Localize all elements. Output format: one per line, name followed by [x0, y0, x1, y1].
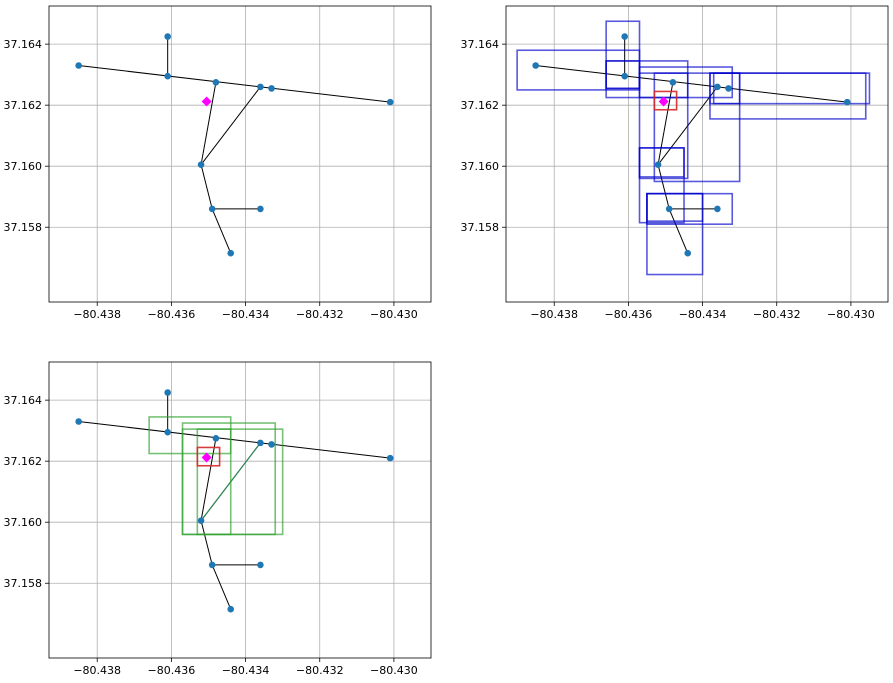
rtree-node-box [638, 147, 685, 224]
road-node [386, 454, 394, 462]
road-node [532, 62, 539, 69]
road-edge [78, 65, 391, 103]
axes-frame [48, 361, 432, 659]
x-tick-label: −80.434 [679, 308, 727, 321]
road-edge [200, 520, 213, 566]
y-tick-label: 37.158 [4, 221, 43, 234]
x-tick-label: −80.434 [222, 308, 270, 321]
road-node [669, 78, 677, 86]
road-node [75, 62, 82, 69]
x-tick-label: −80.434 [222, 664, 270, 677]
road-edge [200, 82, 217, 165]
y-tick-label: 37.160 [461, 160, 500, 173]
road-node [197, 517, 205, 524]
x-tick-label: −80.438 [530, 308, 578, 321]
query-point [201, 96, 212, 107]
road-node [164, 389, 171, 396]
rtree-node-box [646, 192, 704, 276]
query-box [653, 90, 678, 111]
x-tick-label: −80.432 [753, 308, 801, 321]
road-node [208, 561, 216, 569]
y-tick-label: 37.164 [461, 38, 500, 51]
road-node [164, 428, 171, 436]
road-edge [535, 65, 848, 103]
road-node [212, 434, 220, 442]
road-edge [211, 208, 232, 254]
x-tick-label: −80.432 [296, 664, 344, 677]
y-tick-label: 37.158 [461, 221, 500, 234]
query-point [201, 452, 212, 463]
road-node [714, 205, 721, 213]
road-node [227, 605, 235, 613]
x-tick-label: −80.430 [827, 308, 875, 321]
axes-frame [48, 5, 432, 303]
road-node [268, 85, 275, 92]
road-node [268, 441, 275, 448]
road-node [654, 161, 662, 168]
road-node [621, 33, 628, 40]
road-node [621, 72, 628, 80]
road-edge [657, 82, 674, 165]
panel-top-right: −80.438 −80.436 −80.434 −80.432 −80.430 37.15… [461, 5, 889, 321]
query-point [658, 96, 669, 107]
y-tick-label: 37.162 [4, 455, 43, 468]
y-tick-label: 37.164 [4, 394, 43, 407]
y-tick-label: 37.164 [4, 38, 43, 51]
query-box [196, 446, 221, 467]
road-edge [657, 164, 670, 210]
road-node [227, 249, 235, 257]
rtree-node-box [709, 72, 741, 105]
road-node [257, 83, 264, 91]
road-node [257, 205, 264, 213]
x-tick-label: −80.436 [605, 308, 653, 321]
panel-bottom-left: −80.438 −80.436 −80.434 −80.432 −80.430 37.15… [4, 361, 432, 677]
x-tick-label: −80.432 [296, 308, 344, 321]
x-tick-label: −80.430 [370, 664, 418, 677]
x-tick-label: −80.436 [148, 308, 196, 321]
road-node [197, 161, 205, 168]
y-tick-label: 37.162 [4, 99, 43, 112]
road-node [665, 205, 673, 213]
road-node [714, 83, 721, 91]
road-edge [200, 438, 217, 521]
road-edge [211, 564, 232, 610]
y-tick-label: 37.160 [4, 160, 43, 173]
road-node [386, 98, 394, 106]
road-edge [78, 421, 391, 459]
road-edge [668, 208, 689, 254]
panel-top-left: −80.438 −80.436 −80.434 −80.432 −80.430 37.15… [4, 5, 432, 321]
y-tick-label: 37.158 [4, 577, 43, 590]
y-tick-label: 37.162 [461, 99, 500, 112]
road-node [257, 561, 264, 569]
axes-frame [505, 5, 889, 303]
road-node [75, 418, 82, 425]
candidate-box [196, 428, 284, 536]
rtree-node-box [653, 72, 741, 183]
road-edge [200, 164, 213, 210]
road-node [164, 33, 171, 40]
x-tick-label: −80.438 [73, 308, 121, 321]
x-tick-label: −80.438 [73, 664, 121, 677]
road-node [208, 205, 216, 213]
road-node [164, 72, 171, 80]
x-tick-label: −80.430 [370, 308, 418, 321]
road-node [257, 439, 264, 447]
y-tick-label: 37.160 [4, 516, 43, 529]
road-node [843, 98, 851, 106]
road-node [725, 85, 732, 92]
x-tick-label: −80.436 [148, 664, 196, 677]
road-edge [200, 86, 261, 165]
road-node [212, 78, 220, 86]
road-node [684, 249, 692, 257]
